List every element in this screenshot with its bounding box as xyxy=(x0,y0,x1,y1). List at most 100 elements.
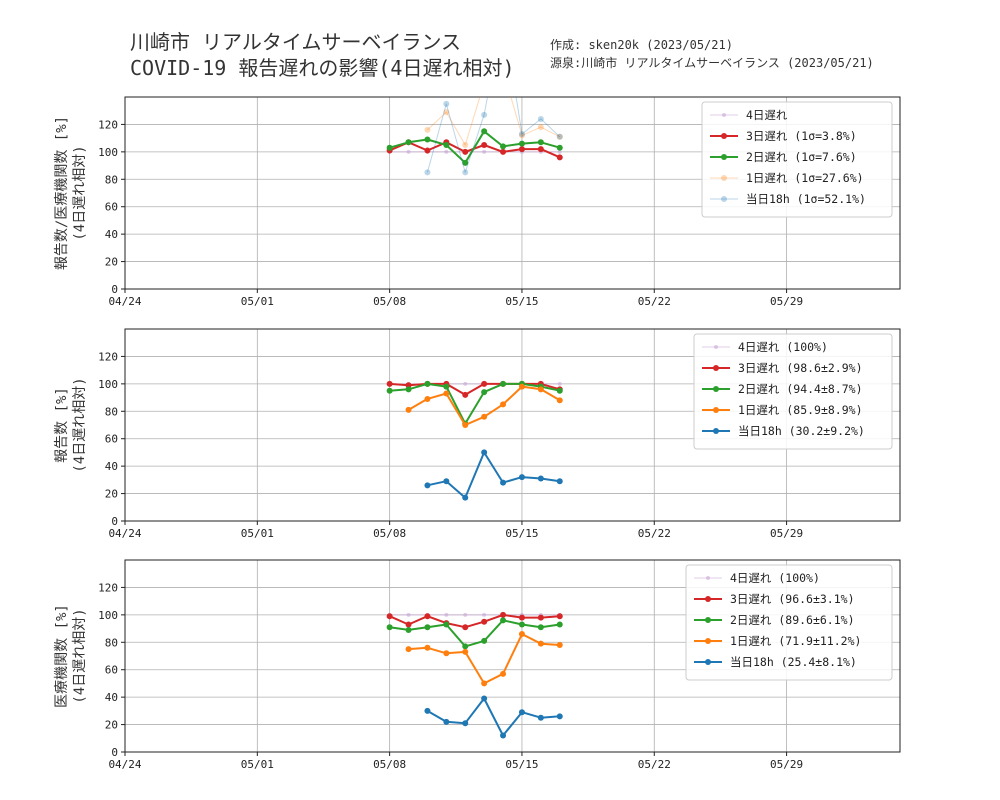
data-point xyxy=(405,382,412,389)
y-tick-label: 0 xyxy=(111,746,118,759)
data-point xyxy=(537,124,544,131)
series-line-3 xyxy=(427,97,561,146)
legend-label: 4日遅れ xyxy=(746,108,788,122)
y-tick-label: 40 xyxy=(105,460,118,473)
y-tick-label: 100 xyxy=(98,609,118,622)
data-point xyxy=(518,709,525,716)
data-point xyxy=(405,386,412,393)
y-tick-label: 80 xyxy=(105,173,118,186)
data-point xyxy=(481,413,488,420)
x-tick-label: 05/22 xyxy=(638,295,671,308)
data-point xyxy=(518,140,525,147)
data-point xyxy=(462,148,469,155)
data-point xyxy=(518,383,525,390)
series-line-4 xyxy=(427,451,560,499)
chart-panel-2: 0 20 40 60 80 100 120 04/24 05/01 05/08 05/15 05/22… xyxy=(54,328,901,540)
data-point xyxy=(462,169,469,176)
legend-label: 3日遅れ (1σ=3.8%) xyxy=(746,129,857,143)
y-axis-label-sub: (4日遅れ相対) xyxy=(72,145,88,240)
legend-label: 当日18h (25.4±8.1%) xyxy=(730,655,857,669)
x-tick-label: 05/08 xyxy=(373,295,406,308)
legend-label: 3日遅れ (96.6±3.1%) xyxy=(730,592,855,606)
data-point xyxy=(556,133,563,140)
legend-label: 1日遅れ (71.9±11.2%) xyxy=(730,634,861,648)
data-point xyxy=(556,642,563,649)
data-point xyxy=(481,695,488,702)
data-point xyxy=(537,139,544,146)
legend-label: 1日遅れ (1σ=27.6%) xyxy=(746,171,864,185)
data-point xyxy=(386,387,393,394)
y-tick-label: 80 xyxy=(105,636,118,649)
data-point xyxy=(443,478,450,485)
data-point xyxy=(556,144,563,151)
y-tick-label: 80 xyxy=(105,405,118,418)
legend-swatch-marker xyxy=(706,576,710,580)
data-point xyxy=(424,613,431,620)
series-line-4 xyxy=(426,697,560,737)
data-point xyxy=(537,640,544,647)
y-tick-label: 120 xyxy=(98,118,118,131)
y-tick-label: 0 xyxy=(111,283,118,296)
data-point xyxy=(406,612,411,617)
x-tick-label: 05/22 xyxy=(638,527,671,540)
data-point xyxy=(481,380,488,387)
legend-swatch-marker xyxy=(713,428,719,434)
data-point xyxy=(556,133,563,140)
data-point xyxy=(556,478,563,485)
data-point xyxy=(443,100,450,107)
data-point xyxy=(462,648,469,655)
legend-swatch-marker xyxy=(721,175,727,181)
data-point xyxy=(386,624,393,631)
y-tick-label: 120 xyxy=(98,350,118,363)
data-point xyxy=(481,637,488,644)
data-point xyxy=(500,67,506,73)
credit-source: 源泉:川崎市 リアルタイムサーベイランス (2023/05/21) xyxy=(550,56,874,70)
data-point xyxy=(462,643,469,650)
legend-box xyxy=(685,564,893,681)
data-point xyxy=(500,12,506,18)
data-point xyxy=(518,132,525,139)
data-point xyxy=(443,621,450,628)
chart-title-line2: COVID-19 報告遅れの影響(4日遅れ相対) xyxy=(130,56,515,80)
y-tick-label: 100 xyxy=(98,146,118,159)
series-line-2 xyxy=(389,130,561,164)
data-point xyxy=(481,80,487,86)
chart-panel-1: 0 20 40 60 80 100 120 04/24 05/01 05/08 05/15 05/22… xyxy=(53,12,901,308)
data-point xyxy=(500,670,507,677)
data-point xyxy=(462,142,469,148)
data-point xyxy=(518,474,525,481)
legend-label: 1日遅れ (85.9±8.9%) xyxy=(738,403,863,417)
series-layer xyxy=(386,12,563,176)
legend-swatch-marker xyxy=(705,596,711,602)
data-point xyxy=(537,115,544,122)
data-point xyxy=(462,159,469,166)
data-point xyxy=(481,389,488,396)
data-point xyxy=(462,720,469,727)
data-point xyxy=(443,390,450,397)
series-layer xyxy=(386,380,563,501)
legend-swatch-marker xyxy=(705,617,711,623)
y-axis-label-sub: (4日遅れ相対) xyxy=(72,377,88,472)
legend-swatch-marker xyxy=(722,113,726,117)
legend-label: 2日遅れ (94.4±8.7%) xyxy=(738,382,863,396)
data-point xyxy=(481,449,488,456)
data-point xyxy=(462,624,469,631)
data-point xyxy=(424,395,431,402)
data-point xyxy=(481,128,488,135)
data-point xyxy=(518,631,525,638)
axes-frame xyxy=(124,96,901,290)
series-layer xyxy=(386,611,563,739)
y-axis-label-sub: (4日遅れ相対) xyxy=(72,608,88,703)
x-tick-label: 05/15 xyxy=(505,295,538,308)
data-point xyxy=(444,149,449,154)
credit-author: 作成: sken20k (2023/05/21) xyxy=(550,38,733,52)
data-point xyxy=(537,624,544,631)
data-point xyxy=(500,479,507,486)
data-point xyxy=(556,621,563,628)
data-point xyxy=(462,494,469,501)
legend-swatch-marker xyxy=(721,133,727,139)
y-tick-label: 120 xyxy=(98,581,118,594)
series-line-1 xyxy=(389,613,560,629)
y-tick-label: 60 xyxy=(105,201,118,214)
